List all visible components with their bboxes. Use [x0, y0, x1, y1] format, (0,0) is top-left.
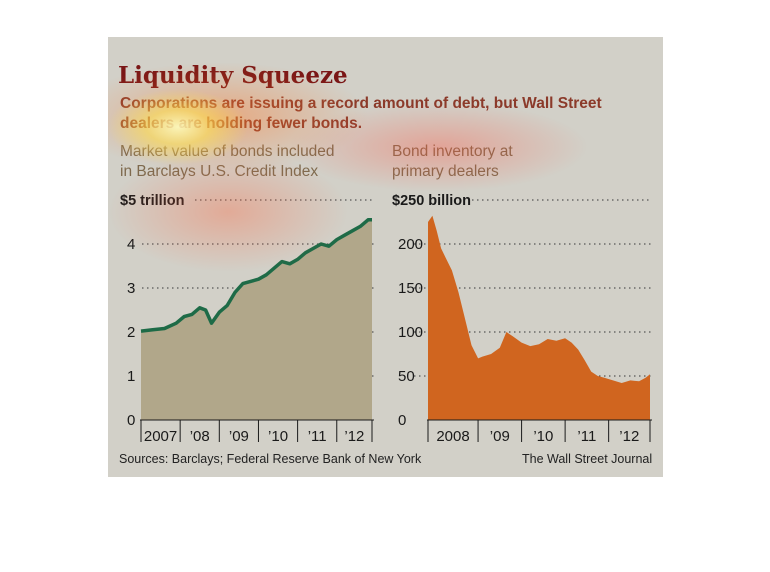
- x-tick-label: ’10: [533, 428, 553, 445]
- x-tick-label: ’11: [308, 428, 327, 445]
- x-tick-label: 2008: [436, 428, 469, 445]
- y-tick-label: $250 billion: [392, 193, 471, 209]
- y-tick-label: 2: [127, 324, 135, 341]
- x-tick-label: ’09: [229, 428, 249, 445]
- y-tick-label: $5 trillion: [120, 193, 184, 209]
- y-tick-label: 100: [398, 324, 423, 341]
- x-tick-label: ’11: [577, 428, 596, 445]
- area-series-1: [428, 216, 650, 420]
- x-tick-label: ’10: [268, 428, 288, 445]
- x-tick-label: ’12: [344, 428, 364, 445]
- x-tick-label: ’09: [490, 428, 510, 445]
- y-tick-label: 4: [127, 236, 135, 253]
- x-tick-label: ’12: [619, 428, 639, 445]
- y-tick-label: 0: [398, 412, 406, 429]
- y-tick-label: 3: [127, 280, 135, 297]
- credit-note: The Wall Street Journal: [522, 452, 652, 466]
- charts-svg: 0 1 2 3 4 $5 trillion 2007 ’08 ’09 ’10 ’11 ’12 0 50 10…: [0, 0, 770, 572]
- y-tick-label: 0: [127, 412, 135, 429]
- y-tick-label: 1: [127, 368, 135, 385]
- y-tick-label: 50: [398, 368, 415, 385]
- y-tick-label: 200: [398, 236, 423, 253]
- area-series-0: [141, 220, 372, 420]
- source-note: Sources: Barclays; Federal Reserve Bank …: [119, 452, 421, 466]
- x-tick-label: ’08: [190, 428, 210, 445]
- y-tick-label: 150: [398, 280, 423, 297]
- x-tick-label: 2007: [144, 428, 177, 445]
